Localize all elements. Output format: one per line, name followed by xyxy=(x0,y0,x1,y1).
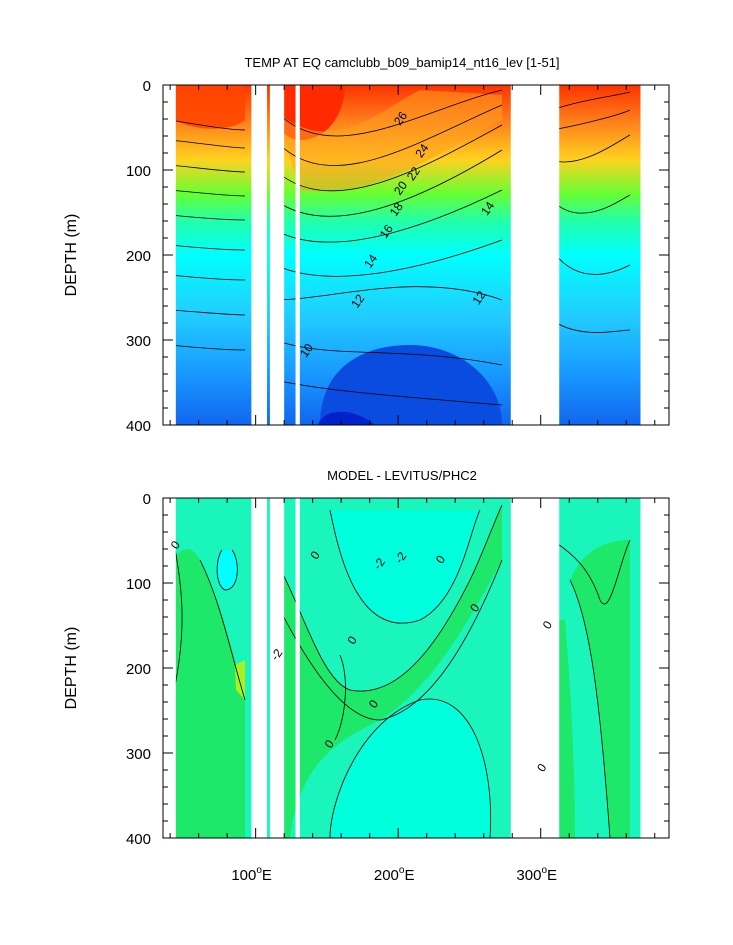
land-gap xyxy=(295,85,300,425)
land-gap xyxy=(510,498,560,838)
orange-band xyxy=(275,90,502,192)
negative-region-east xyxy=(330,510,480,624)
y-tick-label: 100 xyxy=(126,163,151,180)
y-tick-label: 200 xyxy=(126,661,151,678)
temperature-y-ticks: 0 100 200 300 400 xyxy=(126,78,669,435)
land-gap xyxy=(269,85,285,425)
difference-y-ticks: 0 100 200 300 400 xyxy=(126,491,669,848)
difference-panel: MODEL - LEVITUS/PHC2 xyxy=(63,468,670,884)
y-tick-label: 0 xyxy=(143,78,151,95)
difference-y-axis-label: DEPTH (m) xyxy=(63,627,80,710)
land-gap xyxy=(295,498,300,838)
x-tick-label: 200oE xyxy=(374,865,415,884)
x-tick-label: 300oE xyxy=(516,865,557,884)
positive-region-west xyxy=(170,549,245,838)
positive-region-west-inner xyxy=(235,660,245,700)
y-tick-label: 400 xyxy=(126,831,151,848)
cold-pocket-deep xyxy=(318,411,375,425)
temperature-panel: TEMP AT EQ camclubb_b09_bamip14_nt16_lev… xyxy=(63,55,670,435)
temperature-panel-title: TEMP AT EQ camclubb_b09_bamip14_nt16_lev… xyxy=(244,55,559,70)
y-tick-label: 0 xyxy=(143,491,151,508)
y-tick-label: 200 xyxy=(126,248,151,265)
y-tick-label: 300 xyxy=(126,333,151,350)
difference-panel-title: MODEL - LEVITUS/PHC2 xyxy=(327,468,477,483)
land-gap xyxy=(510,85,560,425)
y-tick-label: 100 xyxy=(126,576,151,593)
cold-pocket xyxy=(320,345,502,425)
temperature-x-ticks xyxy=(169,85,656,425)
warm-pool-region xyxy=(170,85,245,129)
y-tick-label: 400 xyxy=(126,418,151,435)
negative-region-west xyxy=(217,550,238,590)
difference-x-ticks: 100oE 200oE 300oE xyxy=(169,498,656,884)
positive-region-eastern xyxy=(570,540,630,838)
negative-region-deep xyxy=(330,699,491,838)
x-tick-label: 100oE xyxy=(231,865,272,884)
positive-diagonal-band xyxy=(275,505,502,838)
land-gap xyxy=(269,498,285,838)
y-tick-label: 300 xyxy=(126,746,151,763)
temperature-y-axis-label: DEPTH (m) xyxy=(63,214,80,297)
land-gap xyxy=(251,498,268,838)
difference-contours xyxy=(171,504,631,838)
land-gap xyxy=(251,85,268,425)
